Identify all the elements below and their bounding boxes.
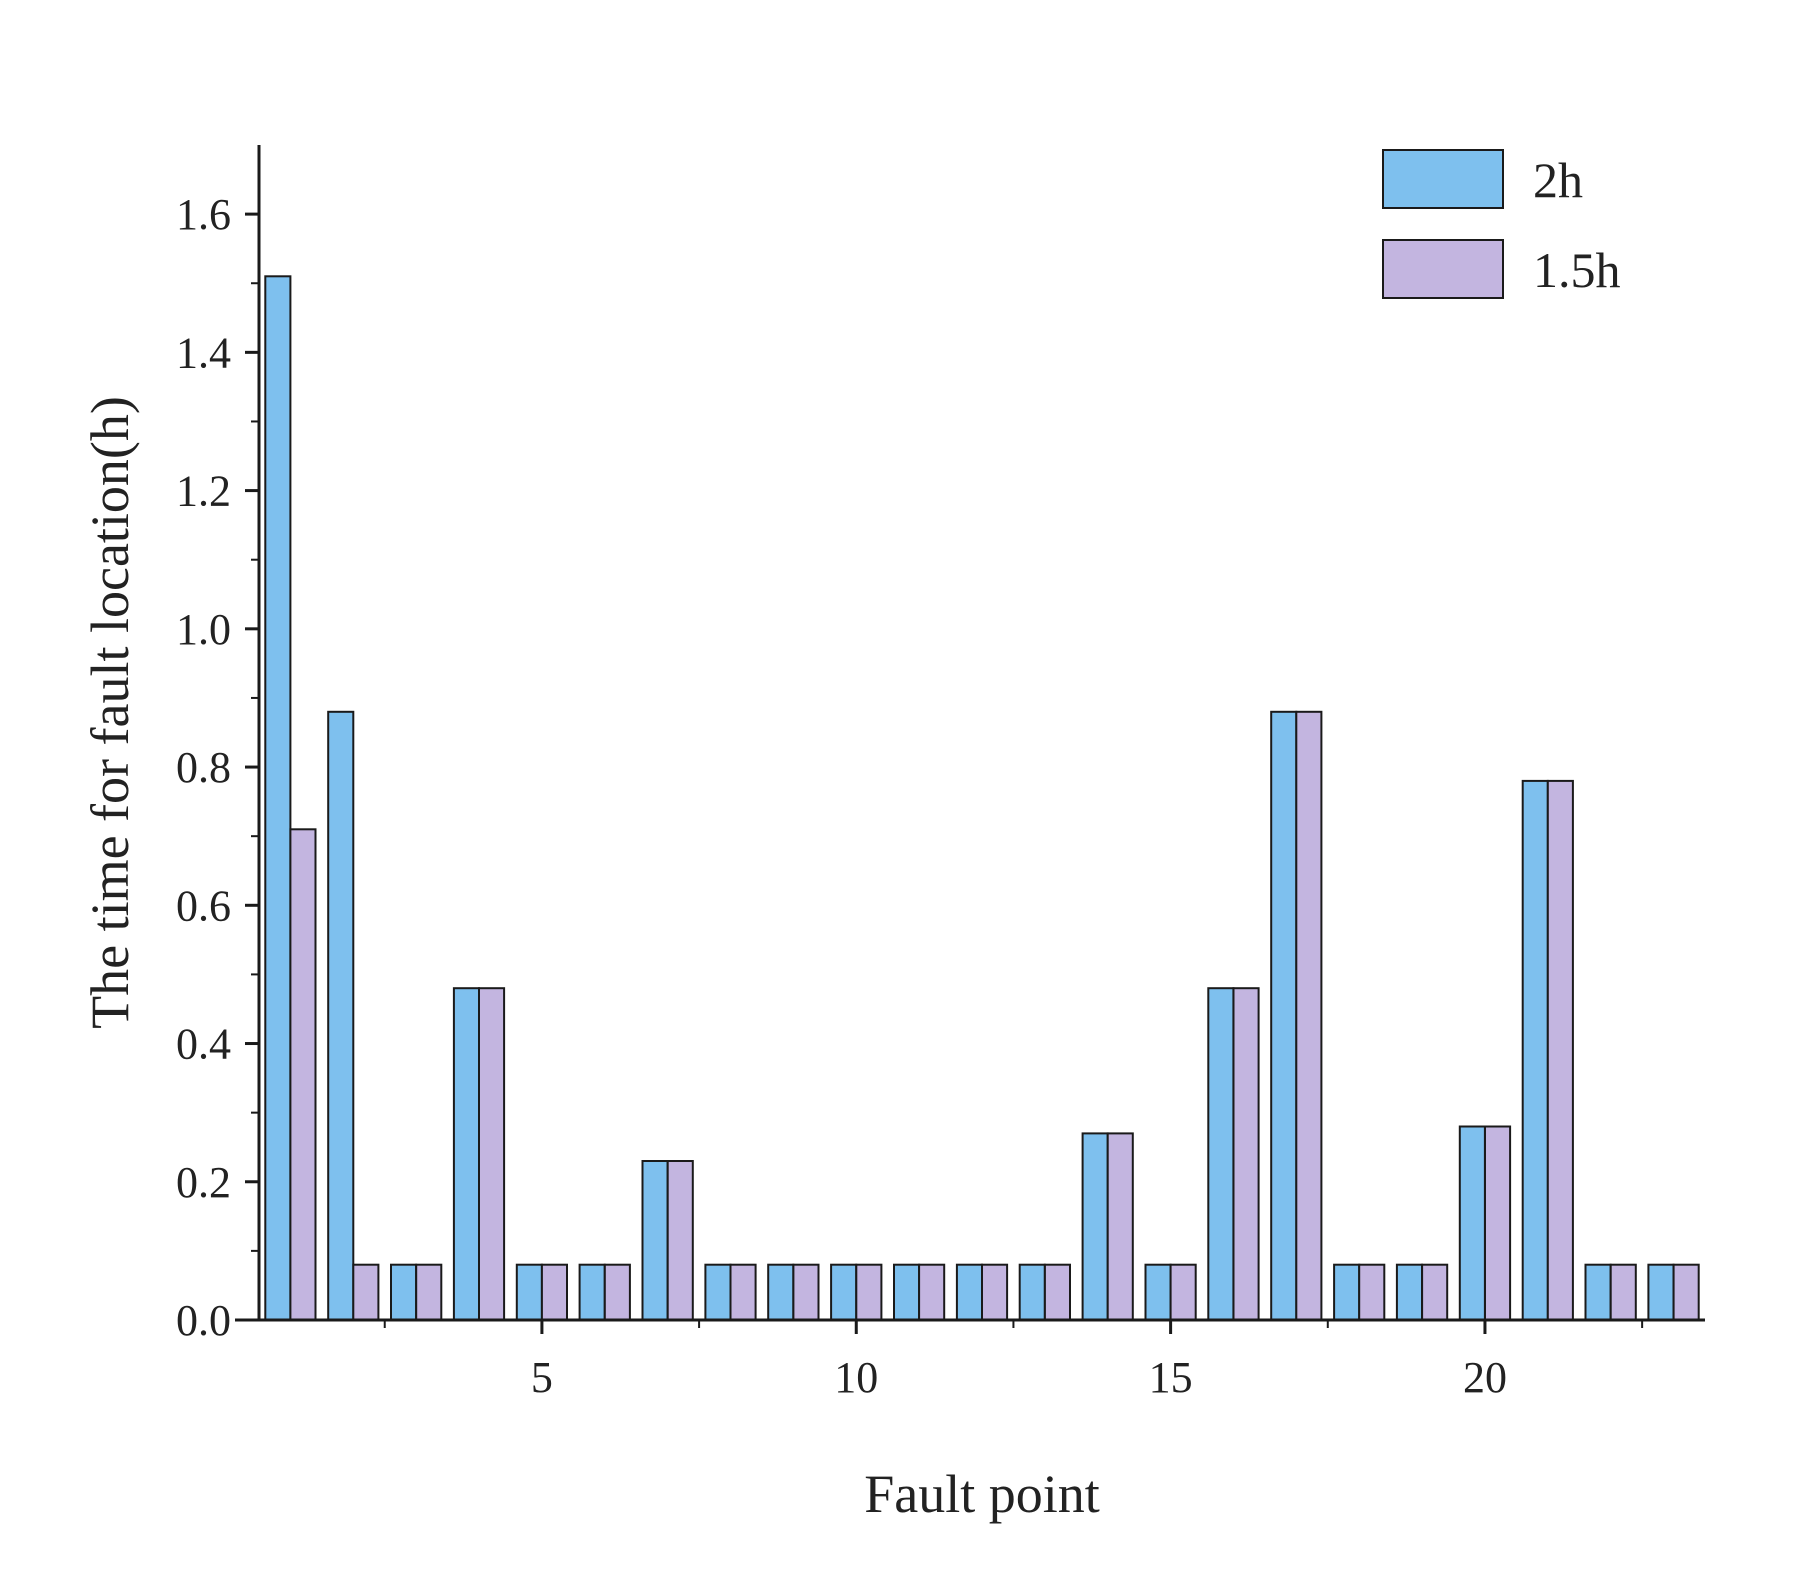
bar-series1-point-1	[264, 275, 292, 1321]
bar-series2-point-13	[1043, 1263, 1072, 1321]
bar-series1-point-19	[1395, 1263, 1424, 1321]
bar-series1-point-14	[1081, 1132, 1109, 1322]
bar-series1-point-12	[955, 1263, 984, 1321]
y-tick-label: 0.2	[176, 1158, 231, 1207]
legend-swatch-series2	[1382, 239, 1504, 299]
bar-series1-point-15	[1144, 1263, 1172, 1321]
bar-series2-point-19	[1421, 1263, 1449, 1321]
bar-series2-point-10	[855, 1263, 883, 1321]
bar-series2-point-8	[729, 1263, 757, 1321]
bar-series2-point-4	[478, 987, 506, 1321]
bar-series1-point-11	[893, 1263, 921, 1321]
bar-series2-point-22	[1609, 1263, 1637, 1321]
y-tick-label: 1.0	[176, 605, 231, 654]
legend: 2h 1.5h	[1382, 149, 1621, 299]
bar-series1-point-9	[767, 1263, 795, 1321]
legend-swatch-series1	[1382, 149, 1504, 209]
y-tick-label: 1.6	[176, 190, 231, 239]
bar-series2-point-11	[918, 1263, 946, 1321]
bar-series1-point-6	[578, 1263, 606, 1321]
bar-series2-point-3	[415, 1263, 443, 1321]
y-tick-label: 1.4	[176, 328, 231, 377]
y-tick-label: 0.6	[176, 881, 231, 930]
x-tick-label: 5	[531, 1353, 553, 1402]
bar-series1-point-16	[1207, 987, 1235, 1321]
bar-series2-point-5	[540, 1263, 569, 1321]
bars-group	[264, 275, 1700, 1322]
x-tick-label: 20	[1463, 1353, 1507, 1402]
bar-series2-point-2	[352, 1263, 380, 1321]
bar-series2-point-9	[792, 1263, 820, 1321]
x-tick-label: 15	[1149, 1353, 1193, 1402]
bar-series2-point-20	[1484, 1125, 1512, 1321]
bar-series1-point-18	[1333, 1263, 1361, 1321]
bar-series1-point-21	[1521, 779, 1549, 1321]
bar-series2-point-17	[1295, 710, 1323, 1321]
y-tick-label: 1.2	[176, 467, 231, 516]
bar-series2-point-12	[981, 1263, 1009, 1321]
bar-series1-point-2	[327, 710, 355, 1321]
bar-series1-point-22	[1584, 1263, 1612, 1321]
bar-series1-point-7	[641, 1160, 669, 1321]
bar-series2-point-16	[1232, 987, 1260, 1321]
y-axis-title: The time for fault location(h)	[80, 396, 140, 1029]
x-axis-title: Fault point	[864, 1464, 1100, 1524]
y-tick-label: 0.0	[176, 1296, 231, 1345]
bar-series1-point-13	[1018, 1263, 1046, 1321]
bar-series1-point-3	[390, 1263, 418, 1321]
x-tick-label: 10	[834, 1353, 878, 1402]
bar-series2-point-6	[603, 1263, 631, 1321]
bar-series2-point-14	[1106, 1132, 1134, 1322]
bar-series2-point-18	[1358, 1263, 1386, 1321]
legend-label-series1: 2h	[1533, 152, 1583, 208]
bar-series1-point-17	[1270, 710, 1298, 1321]
bar-series1-point-23	[1647, 1263, 1675, 1321]
axes-group: 0.0 0.2 0.4 0.6 0.8 1.0 1.2 1.4 1.6 5 10 15 20	[176, 145, 1705, 1402]
y-tick-label: 0.4	[176, 1020, 231, 1069]
bar-series1-point-4	[452, 987, 480, 1321]
bar-series2-point-21	[1546, 779, 1574, 1321]
legend-label-series2: 1.5h	[1533, 242, 1621, 298]
bar-series1-point-5	[515, 1263, 543, 1321]
bar-series1-point-10	[830, 1263, 858, 1321]
bar-series1-point-20	[1458, 1125, 1486, 1321]
bar-series2-point-23	[1672, 1263, 1700, 1321]
y-tick-label: 0.8	[176, 743, 231, 792]
bar-series2-point-7	[666, 1160, 694, 1321]
bar-series1-point-8	[704, 1263, 732, 1321]
bar-series2-point-15	[1169, 1263, 1197, 1321]
bar-series2-point-1	[289, 828, 317, 1321]
